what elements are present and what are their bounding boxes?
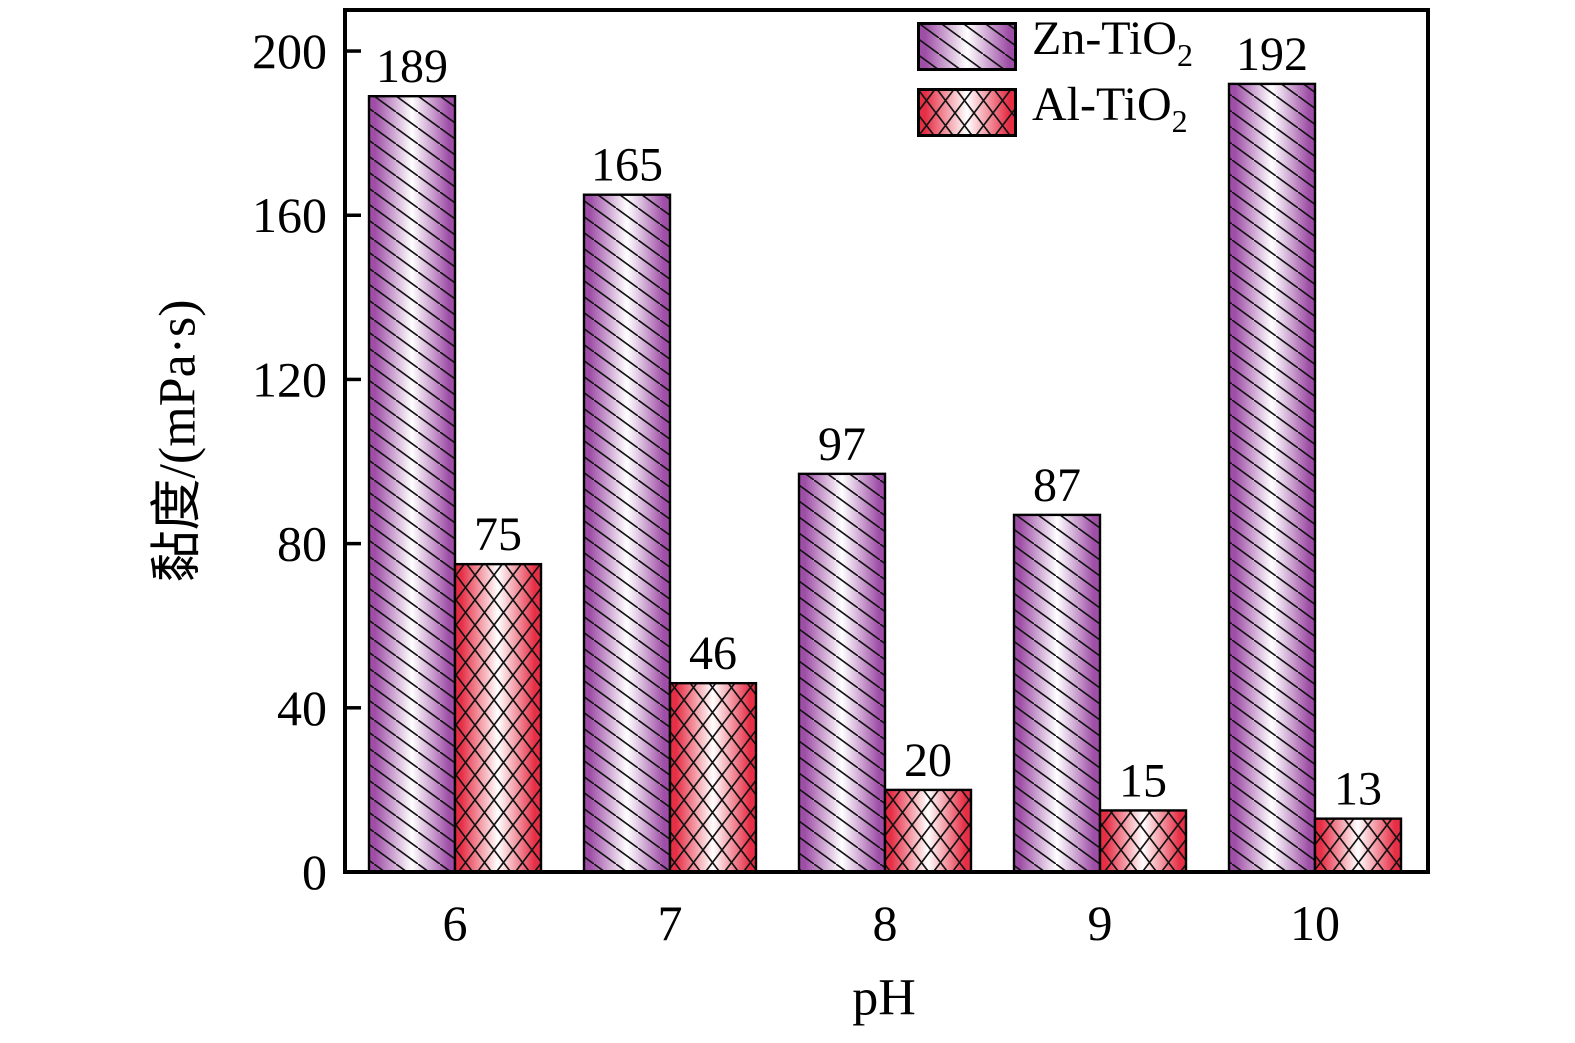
bar-zn-tio2-ph8 bbox=[797, 472, 887, 874]
legend-label-zn-tio2: Zn-TiO2 bbox=[1032, 14, 1193, 80]
value-label-al-tio2-ph10: 13 bbox=[1334, 763, 1382, 816]
y-tick-label-120: 120 bbox=[252, 351, 327, 407]
value-label-al-tio2-ph6: 75 bbox=[474, 508, 522, 561]
bar-al-tio2-ph8 bbox=[883, 788, 973, 874]
bar-zn-tio2-ph6 bbox=[367, 94, 457, 874]
value-label-al-tio2-ph9: 15 bbox=[1119, 754, 1167, 807]
value-label-zn-tio2-ph7: 165 bbox=[591, 139, 663, 192]
legend-label-al-main: Al-TiO bbox=[1032, 77, 1172, 131]
legend-label-al-tio2: Al-TiO2 bbox=[1032, 80, 1188, 146]
x-tick-label-8: 8 bbox=[873, 895, 898, 951]
y-tick-label-40: 40 bbox=[277, 680, 327, 736]
x-tick-label-9: 9 bbox=[1088, 895, 1113, 951]
bar-zn-tio2-ph7 bbox=[582, 193, 672, 874]
bars-group bbox=[367, 82, 1403, 874]
x-tick-label-6: 6 bbox=[443, 895, 468, 951]
legend-swatch-al-tio2-icon bbox=[917, 88, 1017, 137]
x-tick-label-7: 7 bbox=[658, 895, 683, 951]
value-label-zn-tio2-ph8: 97 bbox=[818, 418, 866, 471]
legend-swatch-zn-tio2-icon bbox=[917, 22, 1017, 71]
bar-zn-tio2-ph9 bbox=[1012, 513, 1102, 874]
axes-frame-group bbox=[343, 8, 1430, 874]
value-label-al-tio2-ph7: 46 bbox=[689, 627, 737, 680]
bar-al-tio2-ph6 bbox=[453, 562, 543, 874]
y-axis-title: 黏度/(mPa·s) bbox=[149, 299, 207, 583]
bar-al-tio2-ph10 bbox=[1313, 817, 1403, 874]
plot-frame bbox=[343, 8, 1430, 874]
legend-entry-al-tio2: Al-TiO2 bbox=[917, 80, 1188, 139]
legend-entry-zn-tio2: Zn-TiO2 bbox=[917, 14, 1193, 73]
axis-labels-group: 189 165 97 87 192 75 46 20 15 13 0 40 80 120 160 200 6 7 8… bbox=[252, 23, 1382, 951]
legend-label-zn-main: Zn-TiO bbox=[1032, 11, 1177, 65]
value-label-zn-tio2-ph9: 87 bbox=[1033, 459, 1081, 512]
legend-label-al-subscript: 2 bbox=[1171, 102, 1188, 139]
bar-al-tio2-ph9 bbox=[1098, 809, 1188, 874]
legend-label-zn-subscript: 2 bbox=[1176, 36, 1193, 73]
x-tick-label-10: 10 bbox=[1290, 895, 1340, 951]
x-axis-title: pH bbox=[852, 969, 916, 1027]
value-label-zn-tio2-ph6: 189 bbox=[376, 40, 448, 93]
bar-al-tio2-ph7 bbox=[668, 681, 758, 874]
value-label-al-tio2-ph8: 20 bbox=[904, 734, 952, 787]
y-tick-label-80: 80 bbox=[277, 516, 327, 572]
bar-zn-tio2-ph10 bbox=[1227, 82, 1317, 874]
y-tick-label-160: 160 bbox=[252, 187, 327, 243]
value-label-zn-tio2-ph10: 192 bbox=[1236, 28, 1308, 81]
y-tick-label-200: 200 bbox=[252, 23, 327, 79]
y-tick-label-0: 0 bbox=[302, 844, 327, 900]
